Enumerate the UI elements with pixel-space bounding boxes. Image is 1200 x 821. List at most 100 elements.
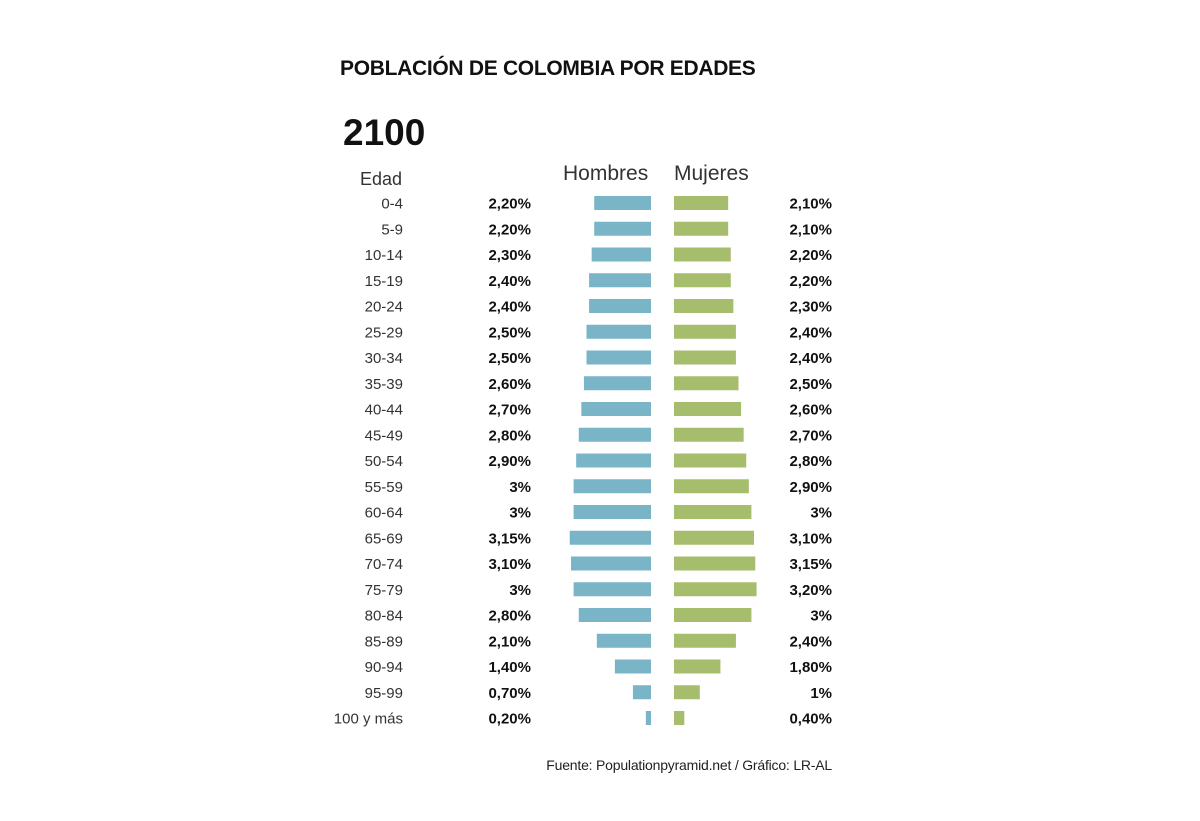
age-group-label: 0-4	[381, 196, 403, 213]
women-value-label: 3%	[810, 608, 832, 625]
age-column-header: Edad	[360, 169, 403, 189]
year-label: 2100	[343, 112, 426, 153]
age-group-label: 40-44	[365, 402, 403, 419]
women-bar	[674, 685, 700, 700]
men-bar	[576, 453, 651, 468]
women-value-label: 1%	[810, 685, 832, 702]
age-group-label: 55-59	[365, 479, 403, 496]
men-value-label: 1,40%	[488, 659, 531, 676]
women-value-label: 2,40%	[789, 633, 832, 650]
chart-title: POBLACIÓN DE COLOMBIA POR EDADES	[340, 57, 756, 80]
age-group-label: 60-64	[365, 505, 403, 522]
women-value-label: 3,20%	[789, 582, 832, 599]
men-bar	[596, 633, 651, 648]
men-column-header: Hombres	[563, 162, 649, 185]
men-value-label: 2,70%	[488, 402, 531, 419]
women-bar	[674, 299, 734, 313]
women-value-label: 2,40%	[789, 350, 832, 367]
men-value-label: 2,10%	[488, 633, 531, 650]
women-bar	[674, 711, 685, 725]
men-value-label: 0,20%	[488, 711, 531, 728]
men-value-label: 2,20%	[488, 196, 531, 213]
men-bar	[632, 685, 651, 700]
women-value-label: 2,10%	[789, 221, 832, 238]
women-value-label: 2,70%	[789, 427, 832, 444]
men-bar	[569, 530, 651, 545]
men-value-label: 3,15%	[488, 530, 531, 547]
men-value-label: 0,70%	[488, 685, 531, 702]
source-note: Fuente: Populationpyramid.net / Gráfico:…	[546, 757, 832, 773]
age-group-label: 75-79	[365, 582, 403, 599]
women-value-label: 2,80%	[789, 453, 832, 470]
men-bar	[578, 608, 651, 622]
age-group-label: 35-39	[365, 376, 403, 393]
age-group-label: 30-34	[365, 350, 403, 367]
women-bar	[674, 453, 747, 468]
men-bar	[589, 299, 651, 313]
women-value-label: 2,60%	[789, 402, 832, 419]
age-group-label: 25-29	[365, 324, 403, 341]
women-value-label: 0,40%	[789, 711, 832, 728]
women-value-label: 2,40%	[789, 324, 832, 341]
women-bar	[674, 402, 742, 416]
men-bar	[591, 247, 651, 262]
men-bar	[594, 221, 651, 236]
men-bar	[583, 376, 651, 391]
women-bar	[674, 659, 721, 674]
age-group-label: 85-89	[365, 633, 403, 650]
women-bar	[674, 196, 729, 210]
men-value-label: 3,10%	[488, 556, 531, 573]
men-value-label: 3%	[509, 479, 531, 496]
men-value-label: 2,60%	[488, 376, 531, 393]
age-group-label: 65-69	[365, 530, 403, 547]
men-value-label: 2,80%	[488, 427, 531, 444]
age-group-label: 5-9	[381, 221, 403, 238]
age-group-label: 95-99	[365, 685, 403, 702]
age-group-label: 90-94	[365, 659, 403, 676]
men-value-label: 2,90%	[488, 453, 531, 470]
men-bar	[573, 505, 651, 519]
women-bar	[674, 608, 752, 622]
men-bar	[573, 479, 651, 494]
women-value-label: 2,20%	[789, 247, 832, 264]
men-bar	[645, 711, 651, 725]
men-bar	[571, 556, 651, 571]
men-value-label: 2,50%	[488, 324, 531, 341]
women-value-label: 2,90%	[789, 479, 832, 496]
age-group-label: 20-24	[365, 299, 403, 316]
age-group-label: 15-19	[365, 273, 403, 290]
men-value-label: 2,40%	[488, 273, 531, 290]
men-bar	[594, 196, 651, 210]
men-bar	[581, 402, 651, 416]
women-value-label: 2,50%	[789, 376, 832, 393]
age-group-label: 50-54	[365, 453, 403, 470]
women-bar	[674, 247, 731, 262]
men-value-label: 2,40%	[488, 299, 531, 316]
women-bar	[674, 530, 754, 545]
age-group-label: 45-49	[365, 427, 403, 444]
women-bar	[674, 350, 736, 365]
men-value-label: 3%	[509, 582, 531, 599]
men-value-label: 2,80%	[488, 608, 531, 625]
men-bar	[614, 659, 651, 674]
men-bar	[573, 582, 651, 597]
women-bar	[674, 427, 744, 442]
women-bar	[674, 221, 729, 236]
men-value-label: 2,20%	[488, 221, 531, 238]
age-group-label: 10-14	[365, 247, 403, 264]
men-bar	[586, 324, 651, 339]
women-value-label: 2,10%	[789, 196, 832, 213]
women-value-label: 1,80%	[789, 659, 832, 676]
men-value-label: 2,30%	[488, 247, 531, 264]
women-bar	[674, 324, 736, 339]
women-value-label: 3,10%	[789, 530, 832, 547]
women-bar	[674, 633, 736, 648]
men-bar	[586, 350, 651, 365]
women-bar	[674, 505, 752, 519]
men-value-label: 2,50%	[488, 350, 531, 367]
women-value-label: 3,15%	[789, 556, 832, 573]
age-group-label: 80-84	[365, 608, 403, 625]
men-bar	[589, 273, 651, 288]
women-column-header: Mujeres	[674, 162, 749, 185]
